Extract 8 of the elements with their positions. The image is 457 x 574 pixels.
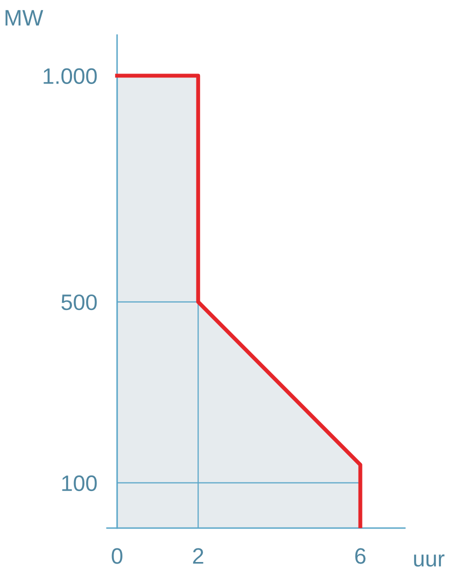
x-tick-label: 0 [112, 548, 122, 564]
y-tick-label: 500 [61, 294, 97, 310]
y-tick-label: 100 [62, 475, 97, 492]
x-axis-title: uur [414, 554, 444, 567]
y-tick-label: 1.000 [44, 68, 97, 84]
x-tick-label: 2 [193, 548, 204, 564]
y-axis-title: MW [6, 10, 44, 26]
x-tick-label: 6 [355, 548, 366, 564]
